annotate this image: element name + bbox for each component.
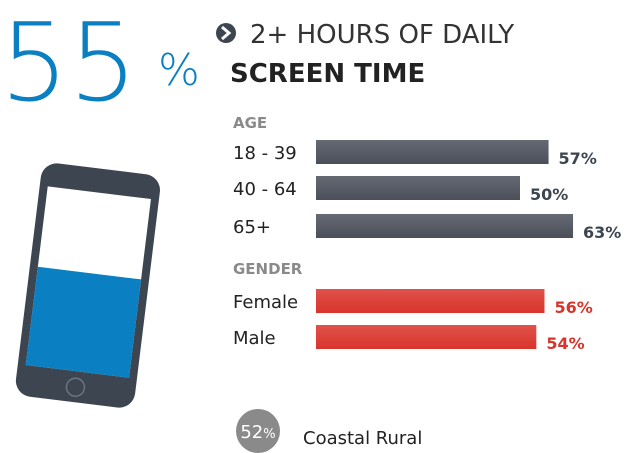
phone <box>14 162 162 410</box>
footer-value: 52 <box>240 422 263 443</box>
bar <box>316 140 549 164</box>
value-label: 54% <box>546 334 584 353</box>
section-title: GENDER <box>233 260 303 278</box>
category-label: 40 - 64 <box>233 179 297 200</box>
bar <box>316 289 544 313</box>
footer-unit: % <box>263 427 275 442</box>
big-stat-unit: % <box>158 45 200 96</box>
value-label: 50% <box>530 185 568 204</box>
value-label: 63% <box>583 223 621 242</box>
bar <box>316 325 536 349</box>
category-label: 18 - 39 <box>233 143 297 164</box>
screen-fill <box>26 267 141 378</box>
value-label: 57% <box>559 149 597 168</box>
category-label: Female <box>233 292 298 313</box>
section-title: AGE <box>233 114 267 132</box>
title-line1: 2+ HOURS OF DAILY <box>250 20 514 50</box>
title-line2: SCREEN TIME <box>230 59 425 89</box>
infographic: 55 % 2+ HOURS OF DAILY SCREEN TIME 52% C… <box>0 0 637 453</box>
bar <box>316 176 520 200</box>
footer-label: Coastal Rural <box>303 428 422 449</box>
arrow-icon <box>216 23 236 43</box>
value-label: 56% <box>554 298 592 317</box>
bar <box>316 214 573 238</box>
category-label: 65+ <box>233 217 271 238</box>
category-label: Male <box>233 328 276 349</box>
big-stat: 55 <box>0 1 137 126</box>
